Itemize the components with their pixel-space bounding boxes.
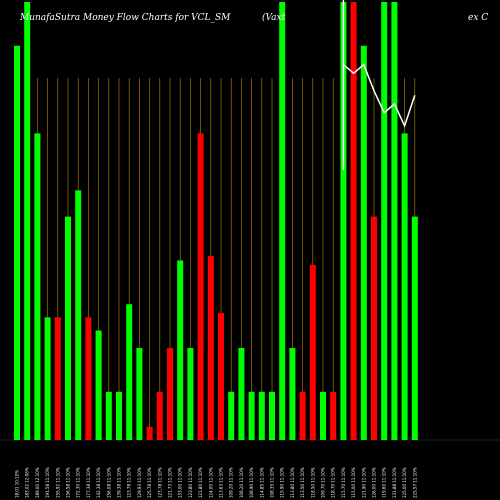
chart-title-right: ex C [468, 13, 488, 23]
volume-bar [177, 260, 184, 440]
volume-bar [360, 45, 367, 441]
volume-bar [340, 2, 347, 440]
x-tick-label: 118.50 11:10% [310, 467, 315, 498]
x-tick-label: 115.90 11:10% [280, 467, 285, 498]
x-tick-label: 133.00 11:10% [178, 467, 183, 498]
volume-bar [320, 391, 326, 440]
volume-bar [371, 216, 377, 440]
x-tick-label: 113.50 11:10% [300, 467, 305, 498]
chart-title-middle: (Vaxt [262, 12, 286, 23]
x-tick-label: 18.01 10:10% [15, 470, 20, 498]
volume-bar [330, 391, 337, 440]
volume-bar [105, 391, 112, 440]
volume-bar [228, 391, 235, 440]
volume-bar [75, 190, 82, 440]
chart-title: MunafaSutra Money Flow Charts for VCL_SM [19, 13, 231, 23]
x-tick-label: 115.00 11:10% [351, 467, 356, 498]
volume-bar [126, 304, 133, 440]
x-tick-label: 191.58 11:10% [45, 467, 50, 498]
volume-bar [218, 312, 224, 440]
x-tick-label: 121.73 11:10% [168, 467, 173, 498]
x-tick-labels: 18.01 10:10% 183.02 12:06% 189.00 12:10% 19… [15, 467, 418, 498]
volume-bar [238, 348, 245, 440]
x-tick-label: 113.80 11:10% [290, 467, 295, 498]
x-tick-label: 108.90 11:10% [249, 467, 254, 498]
x-tick-label: 139.38 11:10% [117, 467, 122, 498]
volume-bar [197, 133, 204, 440]
volume-bar [207, 256, 214, 440]
x-tick-label: 156.08 11:10% [106, 467, 111, 498]
x-tick-label: 108.35 11:10% [270, 467, 275, 498]
volume-bar [289, 348, 296, 440]
volume-bar [85, 317, 92, 440]
x-tick-label: 155.92 11:10% [55, 467, 60, 498]
grid-layer [0, 78, 500, 441]
volume-bar [65, 216, 71, 440]
volume-bar [24, 2, 31, 440]
x-tick-label: 126.00 11:10% [372, 467, 377, 498]
volume-bar [187, 348, 194, 440]
x-tick-label: 115.70 11:10% [341, 467, 346, 498]
volume-bar [391, 2, 398, 440]
volume-bar [401, 133, 408, 440]
x-tick-label: 113.63 11:10% [219, 467, 224, 498]
x-tick-label: 183.02 12:06% [25, 467, 30, 498]
volume-bar [116, 391, 122, 440]
volume-bar [248, 391, 255, 440]
volume-bar [95, 330, 102, 440]
x-tick-label: 121.90 11:10% [361, 467, 366, 498]
price-line [342, 63, 416, 128]
volume-bar [156, 391, 163, 440]
x-tick-label: 142.38 11:10% [96, 467, 101, 498]
x-tick-label: 225.57 11:10% [412, 467, 417, 498]
volume-bar [54, 317, 61, 440]
x-tick-label: 123.78 11:10% [127, 467, 132, 498]
volume-bar [34, 133, 41, 440]
x-tick-label: 123.80 11:10% [188, 467, 193, 498]
volume-bar [44, 317, 51, 440]
volume-bar [299, 391, 306, 440]
volume-bar [258, 391, 265, 440]
x-tick-label: 114.85 11:10% [259, 467, 264, 498]
volume-bar [309, 264, 316, 440]
volume-bar [146, 426, 153, 440]
x-tick-label: 156.58 11:10% [66, 467, 71, 498]
line-layer [342, 0, 416, 170]
x-tick-label: 124.00 11:10% [208, 467, 213, 498]
x-tick-label: 177.38 11:10% [86, 467, 91, 498]
x-tick-label: 189.00 12:10% [35, 467, 40, 498]
volume-bar [381, 2, 388, 440]
x-tick-label: 172.30 11:10% [76, 467, 81, 498]
x-tick-label: 125.78 11:10% [147, 467, 152, 498]
x-tick-label: 109.20 11:10% [229, 467, 234, 498]
x-tick-label: 123.78 11:10% [157, 467, 162, 498]
x-tick-label: 125.00 11:10% [402, 467, 407, 498]
x-tick-label: 129.93 11:10% [137, 467, 142, 498]
bar-layer [14, 2, 418, 441]
volume-bar [411, 216, 418, 440]
volume-bar [136, 348, 143, 440]
volume-bar [279, 2, 286, 440]
x-tick-label: 119.60 11:10% [382, 467, 387, 498]
x-tick-label: 108.20 11:10% [239, 467, 244, 498]
volume-bar [350, 2, 357, 440]
x-tick-label: 131.88 11:10% [392, 467, 397, 498]
x-tick-label: 109.70 11:10% [321, 467, 326, 498]
volume-bar [269, 391, 275, 440]
volume-bar [14, 45, 20, 441]
x-tick-label: 121.80 11:10% [198, 467, 203, 498]
volume-bar [167, 348, 173, 440]
x-tick-label: 118.70 11:10% [331, 467, 336, 498]
